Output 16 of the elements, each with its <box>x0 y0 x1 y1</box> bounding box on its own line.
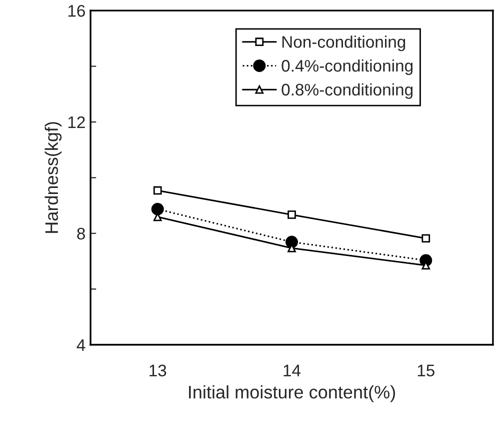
x-tick-label: 15 <box>418 364 434 376</box>
point <box>151 202 164 216</box>
y-axis-title: Hardness(kgf) <box>44 122 62 233</box>
y-tick-label: 12 <box>68 116 85 128</box>
legend-label: 0.4%-conditioning <box>282 59 412 76</box>
y-tick-label: 16 <box>68 4 85 17</box>
y-tick-label: 8 <box>77 228 85 240</box>
legend-label: Non-conditioning <box>282 36 406 52</box>
point <box>288 210 296 219</box>
x-tick-label: 13 <box>150 364 166 376</box>
x-tick-label: 14 <box>284 364 301 376</box>
x-axis-title: Initial moisture content(%) <box>189 385 395 402</box>
legend-label: 0.8%-conditioning <box>282 83 412 99</box>
point <box>422 234 430 243</box>
y-tick-label: 4 <box>76 339 86 351</box>
point <box>153 186 162 195</box>
